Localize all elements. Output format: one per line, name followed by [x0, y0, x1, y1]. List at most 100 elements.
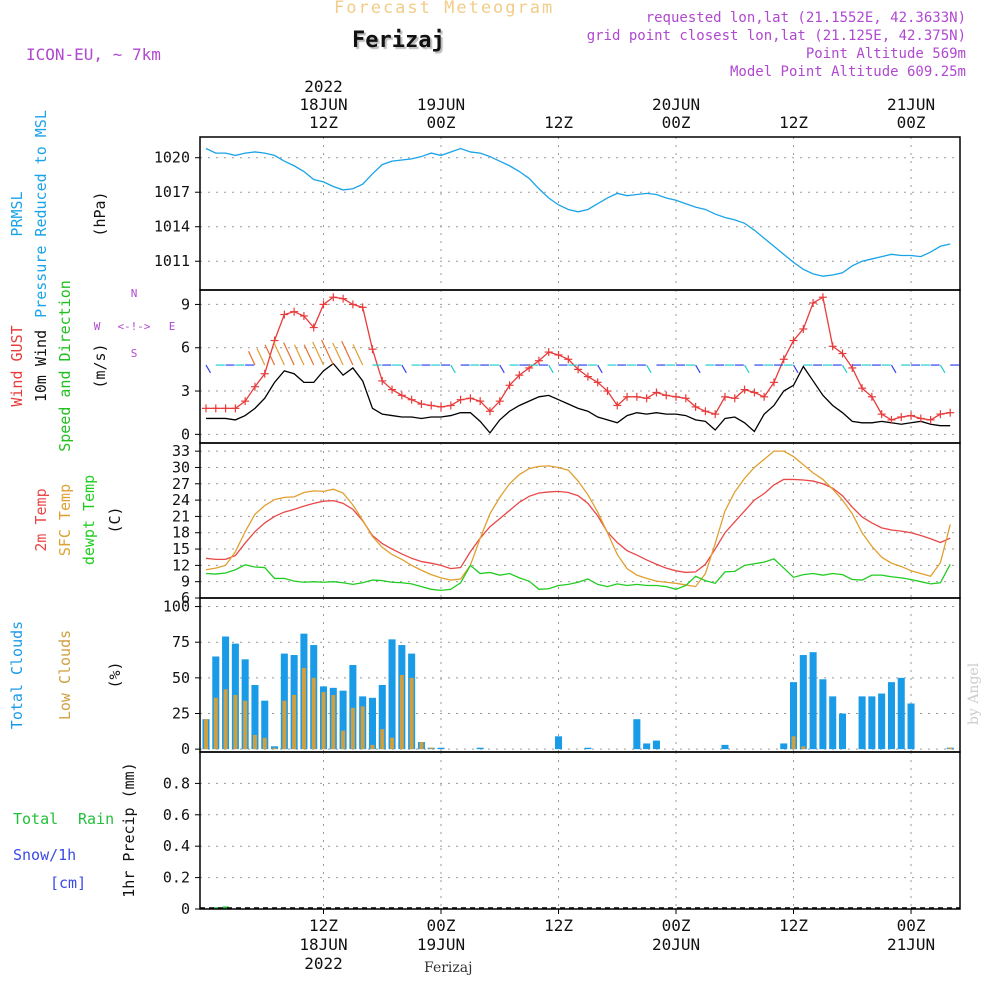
compass-s: S — [131, 347, 138, 360]
wind-direction-arrow — [841, 364, 848, 374]
low-cloud-bar — [272, 747, 277, 750]
top-time-label: 20JUN — [652, 95, 700, 114]
pressure-label-prmsl: PRMSL — [8, 191, 26, 236]
y-tick-label: 0.2 — [163, 869, 190, 887]
total-clouds-label: Total Clouds — [8, 621, 26, 729]
low-cloud-bar — [301, 667, 306, 750]
y-tick-label: 1011 — [154, 252, 190, 270]
gust-series-line — [206, 296, 951, 421]
low-cloud-bar — [252, 734, 257, 750]
precip-unit: 1hr Precip (mm) — [120, 762, 138, 897]
low-cloud-bar — [399, 675, 404, 750]
y-tick-label: 6 — [181, 589, 190, 607]
y-tick-label: 1014 — [154, 218, 190, 236]
rain-bar — [212, 907, 219, 909]
wind-direction-arrow — [695, 364, 701, 374]
total-cloud-bar — [838, 713, 847, 750]
y-tick-label: 21 — [172, 507, 190, 525]
total-cloud-bar — [476, 747, 484, 750]
total-cloud-bar — [878, 693, 886, 750]
low-cloud-bar — [380, 729, 385, 750]
top-time-label: 12Z — [544, 113, 573, 132]
y-tick-label: 0.4 — [163, 837, 190, 855]
wind-unit: (m/s) — [91, 343, 109, 388]
top-time-label: 12Z — [779, 113, 808, 132]
low-cloud-bar — [360, 706, 365, 750]
rain-bar — [222, 906, 229, 909]
y-tick-label: 1020 — [154, 149, 190, 167]
y-tick-label: 0 — [181, 425, 190, 443]
low-cloud-bar — [233, 694, 238, 750]
total-cloud-bar — [907, 703, 915, 750]
sfc-series-line — [205, 450, 951, 588]
bottom-time-label: 20JUN — [652, 935, 700, 954]
wind-direction-arrow — [499, 364, 505, 374]
y-tick-label: 3 — [181, 382, 190, 400]
cloud-unit: (%) — [106, 661, 124, 688]
total-cloud-bar — [261, 700, 269, 750]
low-cloud-bar — [341, 730, 346, 750]
compass-n: N — [131, 287, 138, 300]
bottom-time-label: 00Z — [897, 916, 926, 935]
super-title: Forecast Meteogram — [334, 0, 555, 18]
low-cloud-bar — [419, 742, 424, 750]
panel-frame — [199, 442, 961, 599]
total-cloud-bar — [378, 684, 386, 750]
wind-10m-label: 10m Wind — [32, 330, 50, 402]
wind-direction-arrow — [646, 364, 652, 374]
low-cloud-bar — [948, 747, 953, 750]
wind-direction-arrow — [341, 340, 354, 366]
low-cloud-bar — [282, 700, 287, 750]
total-cloud-bar — [368, 697, 376, 750]
top-time-label: 00Z — [662, 113, 691, 132]
wind-direction-arrow — [352, 344, 364, 366]
footer-location: Ferizaj — [424, 960, 473, 976]
bottom-time-label: 19JUN — [417, 935, 465, 954]
precip-total-label: Total — [13, 810, 58, 828]
pressure-label-msl: Pressure Reduced to MSL — [32, 110, 50, 318]
bottom-time-label: 12Z — [309, 916, 338, 935]
total-cloud-bar — [868, 696, 876, 750]
top-time-label: 00Z — [427, 113, 456, 132]
top-time-label: 18JUN — [299, 95, 347, 114]
low-cloud-bar — [409, 677, 414, 750]
y-tick-label: 1017 — [154, 183, 190, 201]
wind-direction-arrow — [793, 364, 799, 374]
total-cloud-bar — [652, 740, 660, 750]
total-cloud-bar — [799, 655, 807, 750]
wind-gust-label: Wind GUST — [8, 325, 26, 406]
low-cloud-bar — [223, 689, 228, 750]
low-cloud-bar — [213, 697, 218, 750]
y-tick-label: 12 — [172, 556, 190, 574]
compass-w: W — [94, 320, 101, 333]
model-label: ICON-EU, ~ 7km — [26, 45, 161, 64]
total-cloud-bar — [633, 719, 641, 750]
low-cloud-bar — [801, 746, 806, 750]
dewpt-label: dewpt Temp — [80, 475, 98, 565]
total-cloud-bar — [809, 652, 817, 750]
requested-coords: requested lon,lat (21.1552E, 42.3633N) — [645, 10, 966, 26]
total-cloud-bar — [251, 684, 259, 750]
total-cloud-bar — [858, 696, 866, 750]
top-time-label: 19JUN — [417, 95, 465, 114]
y-tick-label: 0.8 — [163, 774, 190, 792]
panel-frame — [199, 136, 961, 291]
wind-direction-arrow — [744, 364, 750, 374]
total-cloud-bar — [780, 743, 788, 750]
point-altitude: Point Altitude 569m — [805, 46, 966, 62]
top-time-label: 21JUN — [887, 95, 935, 114]
wind-direction-arrow — [256, 348, 266, 366]
wind-series-line — [206, 362, 951, 434]
y-tick-label: 0 — [181, 900, 190, 918]
y-tick-label: 24 — [172, 491, 190, 509]
wind-direction-arrow — [247, 351, 256, 366]
pressure-series-line — [205, 147, 951, 277]
bottom-time-label: 12Z — [544, 916, 573, 935]
low-cloud-bar — [262, 737, 267, 750]
precip-cm-label: [cm] — [50, 874, 86, 892]
precip-rain-label: Rain — [78, 810, 114, 828]
low-cloud-bar — [292, 694, 297, 750]
wind-direction-arrow — [597, 364, 603, 374]
low-cloud-bar — [390, 737, 395, 750]
